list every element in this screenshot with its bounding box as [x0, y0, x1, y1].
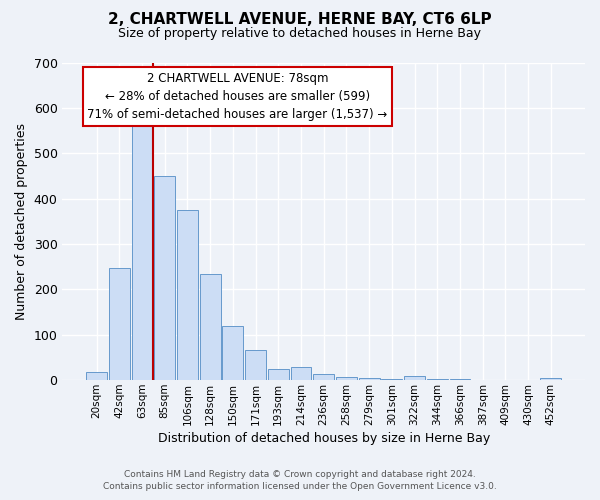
Text: Size of property relative to detached houses in Herne Bay: Size of property relative to detached ho…	[119, 28, 482, 40]
Bar	[131, 114, 152, 380]
Bar	[449, 379, 470, 380]
Bar	[177, 210, 198, 380]
Bar	[313, 374, 334, 380]
X-axis label: Distribution of detached houses by size in Herne Bay: Distribution of detached houses by size …	[158, 432, 490, 445]
Bar	[359, 378, 380, 380]
Bar	[268, 369, 289, 380]
Bar	[245, 350, 266, 380]
Bar	[290, 366, 311, 380]
Bar	[382, 379, 402, 380]
Text: Contains HM Land Registry data © Crown copyright and database right 2024.
Contai: Contains HM Land Registry data © Crown c…	[103, 470, 497, 491]
Bar	[109, 268, 130, 380]
Y-axis label: Number of detached properties: Number of detached properties	[15, 123, 28, 320]
Text: 2, CHARTWELL AVENUE, HERNE BAY, CT6 6LP: 2, CHARTWELL AVENUE, HERNE BAY, CT6 6LP	[108, 12, 492, 28]
Bar	[200, 274, 221, 380]
Bar	[336, 376, 357, 380]
Bar	[223, 326, 244, 380]
Bar	[404, 376, 425, 380]
Bar	[154, 176, 175, 380]
Bar	[427, 379, 448, 380]
Bar	[541, 378, 561, 380]
Text: 2 CHARTWELL AVENUE: 78sqm
← 28% of detached houses are smaller (599)
71% of semi: 2 CHARTWELL AVENUE: 78sqm ← 28% of detac…	[88, 72, 388, 121]
Bar	[86, 372, 107, 380]
